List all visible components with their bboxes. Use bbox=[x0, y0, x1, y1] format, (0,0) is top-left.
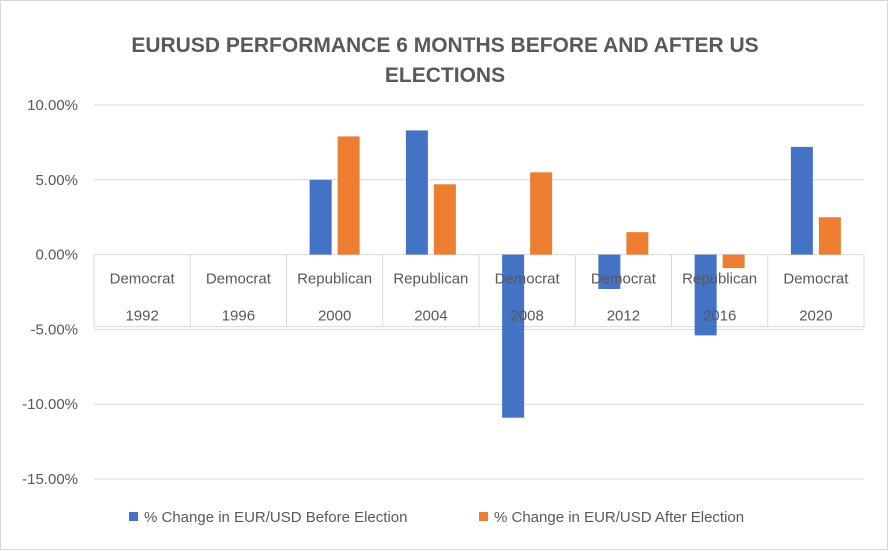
category-year-label: 1996 bbox=[222, 308, 255, 325]
bar-after bbox=[530, 172, 553, 255]
category-year-label: 1992 bbox=[125, 308, 158, 325]
bar-after bbox=[337, 136, 360, 255]
category-year-label: 2012 bbox=[607, 308, 640, 325]
category-party-label: Democrat bbox=[495, 271, 561, 288]
bar-after bbox=[818, 217, 841, 255]
legend-swatch-after bbox=[479, 512, 488, 521]
category-year-label: 2004 bbox=[414, 308, 447, 325]
y-tick-label: 10.00% bbox=[27, 97, 78, 114]
y-tick-label: -15.00% bbox=[22, 471, 78, 488]
bar-before bbox=[598, 254, 621, 290]
y-tick-label: 0.00% bbox=[35, 247, 78, 264]
bar-before bbox=[790, 146, 813, 255]
legend-swatch-before bbox=[129, 512, 138, 521]
legend-item-after: % Change in EUR/USD After Election bbox=[479, 509, 744, 529]
bar-before bbox=[502, 254, 525, 418]
category-year-label: 2016 bbox=[703, 308, 736, 325]
y-tick-label: -10.00% bbox=[22, 396, 78, 413]
bar-before bbox=[405, 130, 428, 255]
bar-before bbox=[309, 179, 332, 255]
legend-item-before: % Change in EUR/USD Before Election bbox=[129, 509, 407, 529]
category-party-label: Democrat bbox=[783, 271, 849, 288]
bar-after bbox=[433, 184, 456, 255]
bar-after bbox=[722, 254, 745, 269]
category-party-label: Democrat bbox=[591, 271, 657, 288]
category-party-label: Democrat bbox=[110, 271, 176, 288]
category-year-label: 2000 bbox=[318, 308, 351, 325]
bar-before bbox=[694, 254, 717, 336]
category-year-label: 2008 bbox=[510, 308, 543, 325]
category-party-label: Democrat bbox=[206, 271, 272, 288]
legend-label-after: % Change in EUR/USD After Election bbox=[494, 509, 745, 526]
y-tick-label: -5.00% bbox=[30, 321, 78, 338]
category-party-label: Republican bbox=[297, 271, 372, 288]
category-party-label: Republican bbox=[393, 271, 468, 288]
y-tick-label: 5.00% bbox=[35, 172, 78, 189]
chart-title-line-2: ELECTIONS bbox=[384, 64, 506, 87]
bar-after bbox=[626, 232, 649, 255]
category-party-label: Republican bbox=[682, 271, 757, 288]
chart-title-line-1: EURUSD PERFORMANCE 6 MONTHS BEFORE AND A… bbox=[131, 34, 759, 57]
chart-title: EURUSD PERFORMANCE 6 MONTHS BEFORE AND A… bbox=[121, 31, 769, 91]
legend-label-before: % Change in EUR/USD Before Election bbox=[144, 509, 408, 526]
category-year-label: 2020 bbox=[799, 308, 832, 325]
